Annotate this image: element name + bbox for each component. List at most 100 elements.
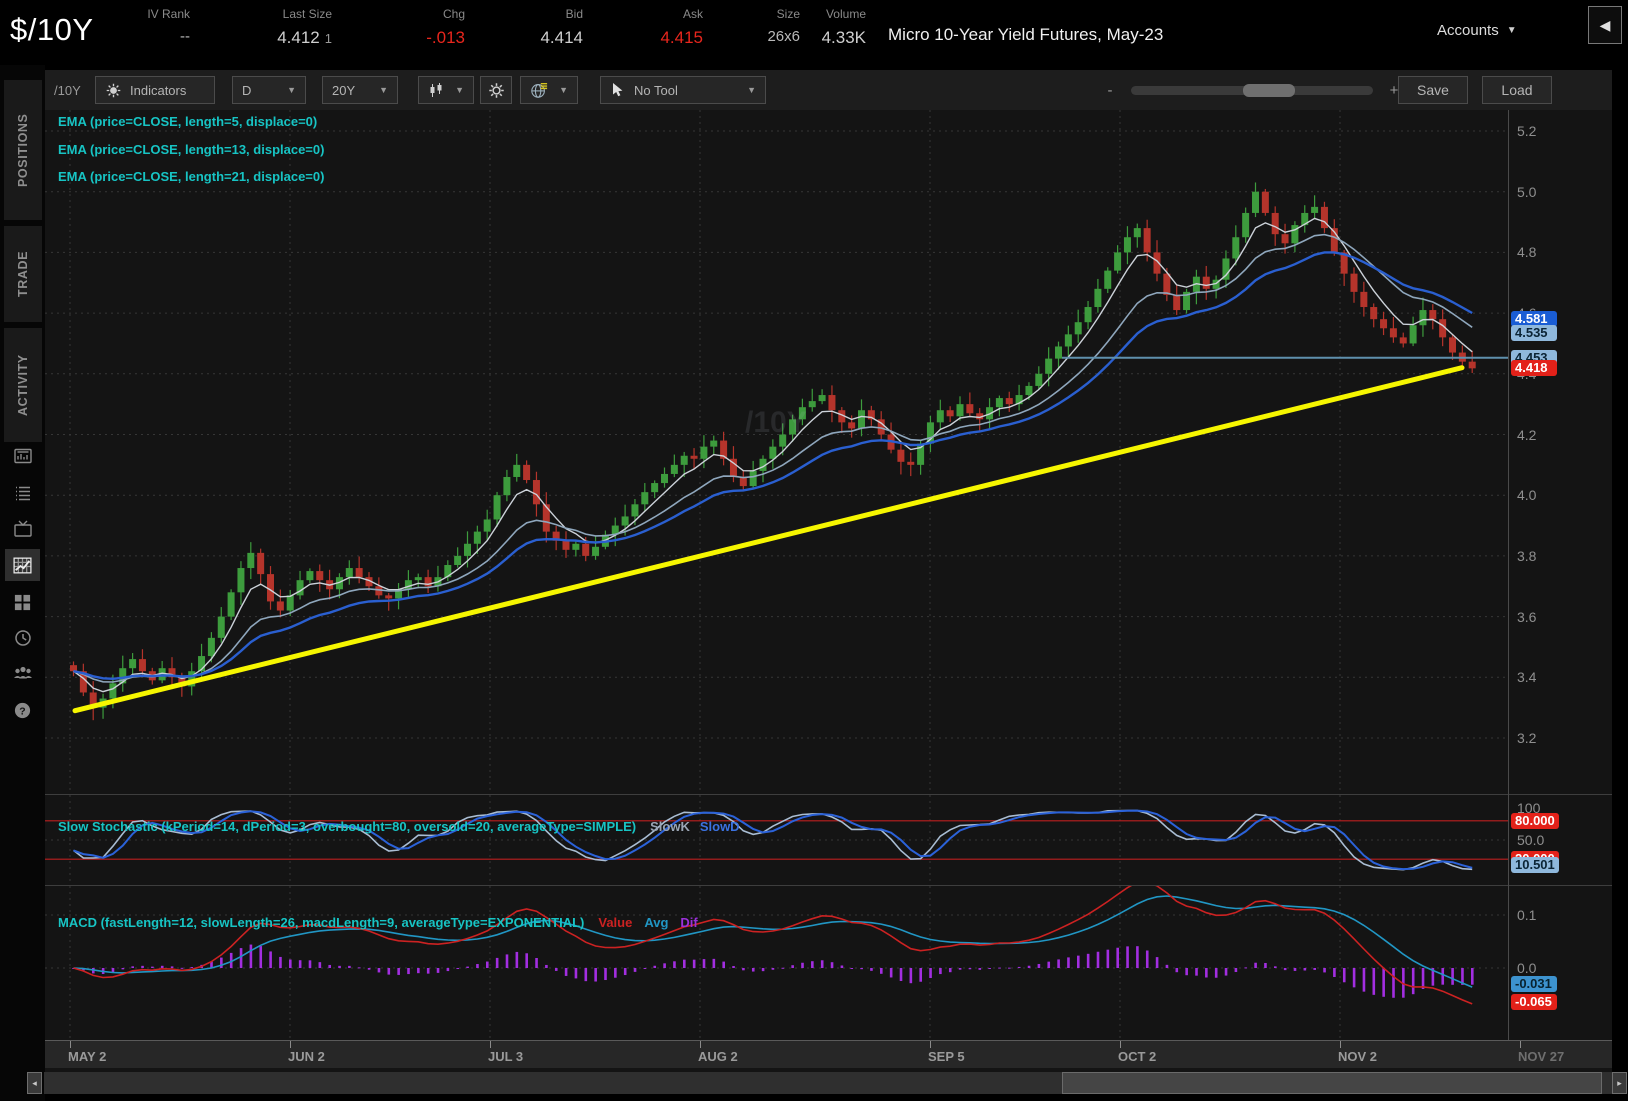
study-label-ema21[interactable]: EMA (price=CLOSE, length=21, displace=0) [58, 169, 325, 184]
time-tick-label: AUG 2 [698, 1049, 738, 1064]
stochastic-study-label[interactable]: Slow Stochastic (kPeriod=14, dPeriod=3, … [58, 819, 740, 834]
chevron-down-icon: ▼ [379, 85, 388, 95]
field-chg: Chg -.013 [426, 7, 465, 47]
study-label-ema13[interactable]: EMA (price=CLOSE, length=13, displace=0) [58, 142, 325, 157]
panel-separator[interactable] [45, 794, 1612, 795]
price-tick-label: 4.8 [1517, 244, 1537, 261]
legend-avg: Avg [644, 915, 669, 930]
price-axis-separator [1508, 110, 1509, 1040]
legend-slowk: SlowK [650, 819, 690, 834]
legend-dif: Dif [680, 915, 698, 930]
stochastic-panel[interactable] [45, 795, 1508, 884]
symbol-watermark: /10Y [745, 406, 807, 439]
chevron-down-icon: ▼ [559, 85, 568, 95]
indicators-icon [106, 83, 121, 97]
chevron-down-icon: ▼ [287, 85, 296, 95]
time-tick-mark [290, 1041, 291, 1048]
quote-fields: IV Rank -- Last Size 4.412 1 Chg -.013 Bi… [128, 7, 866, 48]
stoch-axis-bubble: 10.501 [1511, 857, 1559, 874]
legend-slowd: SlowD [699, 819, 740, 834]
time-tick-label: SEP 5 [928, 1049, 965, 1064]
sidebar-tab-trade[interactable]: TRADE [4, 226, 42, 322]
indicators-button[interactable]: Indicators [95, 76, 215, 104]
tv-icon-glyph [13, 520, 32, 537]
help-icon[interactable]: ? [5, 694, 40, 726]
instrument-title: Micro 10-Year Yield Futures, May-23 [888, 25, 1164, 44]
sidebar-tab-positions[interactable]: POSITIONS [4, 80, 42, 220]
chart-area: EMA (price=CLOSE, length=5, displace=0) … [45, 110, 1612, 1072]
time-tick-label: MAY 2 [68, 1049, 107, 1064]
time-tick-label: NOV 27 [1518, 1049, 1565, 1064]
chart-type-dropdown[interactable]: ▼ [418, 76, 474, 104]
field-bid: Bid 4.414 [540, 7, 583, 47]
time-tick-mark [1120, 1041, 1121, 1048]
price-tick-label: 4.0 [1517, 487, 1537, 504]
settings-button[interactable] [480, 76, 512, 104]
time-tick-label: JUN 2 [288, 1049, 325, 1064]
list-icon[interactable] [5, 477, 40, 509]
price-tick-label: 3.4 [1517, 669, 1537, 686]
quote-header: $/10Y IV Rank -- Last Size 4.412 1 Chg -.… [0, 0, 1628, 65]
panel-separator[interactable] [45, 885, 1612, 886]
chart-toolbar: /10Y Indicators D ▼ 20Y ▼ ▼ [45, 70, 1612, 110]
price-tick-label: 5.0 [1517, 183, 1537, 200]
collapse-panel-button[interactable]: ◀ [1588, 6, 1622, 44]
community-icon[interactable] [5, 657, 40, 689]
scroll-left-button[interactable]: ◂ [27, 1072, 42, 1094]
watchlist-icon[interactable] [5, 440, 40, 472]
scrollbar-thumb[interactable] [1062, 1072, 1602, 1094]
macd-tick-label: 0.1 [1517, 907, 1537, 923]
main-price-chart[interactable] [45, 110, 1508, 793]
chevron-down-icon: ▼ [455, 85, 464, 95]
tv-icon[interactable] [5, 513, 40, 545]
time-tick-mark [700, 1041, 701, 1048]
time-axis[interactable]: MAY 2 JUN 2 JUL 3 AUG 2 SEP 5 OCT 2 NOV 2 NOV 2… [45, 1040, 1612, 1068]
time-tick-label: OCT 2 [1118, 1049, 1157, 1064]
grid-icon-glyph [14, 594, 31, 610]
price-axis-bubble: 4.581 [1511, 310, 1557, 327]
price-tick-label: 3.6 [1517, 608, 1537, 625]
macd-panel[interactable] [45, 886, 1508, 1038]
macd-axis-bubble: -0.031 [1511, 976, 1557, 993]
macd-axis-bubble: -0.065 [1511, 994, 1557, 1011]
save-button[interactable]: Save [1398, 76, 1468, 104]
macd-tick-label: 0.0 [1517, 960, 1537, 976]
stoch-axis-bubble: 80.000 [1511, 812, 1559, 829]
stoch-tick-label: 100 [1517, 800, 1541, 816]
accounts-menu[interactable]: Accounts ▼ [1437, 22, 1517, 39]
load-button[interactable]: Load [1482, 76, 1552, 104]
zoom-slider-thumb[interactable] [1243, 83, 1295, 97]
grid-icon[interactable] [5, 586, 40, 618]
price-tick-label: 3.2 [1517, 730, 1537, 746]
charts-icon-glyph [13, 557, 32, 573]
left-sidebar: POSITIONS TRADE ACTIVITY [0, 65, 45, 1101]
scroll-right-button[interactable]: ▸ [1612, 1072, 1627, 1094]
zoom-slider[interactable] [1131, 83, 1373, 97]
time-tick-mark [70, 1041, 71, 1048]
chart-scrollbar: ◂ ▸ [0, 1072, 1628, 1094]
field-volume: Volume 4.33K [821, 7, 866, 47]
drawing-set-dropdown[interactable]: ▼ [520, 76, 578, 104]
zoom-out-button[interactable]: - [1107, 81, 1113, 99]
field-last-size: Last Size 4.412 1 [277, 7, 332, 47]
symbol-title: $/10Y [10, 12, 94, 47]
macd-study-label[interactable]: MACD (fastLength=12, slowLength=26, macd… [58, 915, 698, 930]
range-dropdown[interactable]: 20Y ▼ [322, 76, 398, 104]
price-tick-label: 3.8 [1517, 547, 1537, 564]
study-label-ema5[interactable]: EMA (price=CLOSE, length=5, displace=0) [58, 114, 318, 129]
price-tick-label: 4.2 [1517, 426, 1537, 443]
time-tick-mark [1340, 1041, 1341, 1048]
charts-icon[interactable] [5, 549, 40, 581]
cursor-icon [613, 83, 623, 97]
sidebar-tab-activity[interactable]: ACTIVITY [4, 328, 42, 442]
active-tool-dropdown[interactable]: No Tool ▼ [600, 76, 766, 104]
time-tick-label: NOV 2 [1338, 1049, 1378, 1064]
history-clock-icon[interactable] [5, 622, 40, 654]
toolbar-symbol-label: /10Y [54, 83, 81, 98]
price-tick-label: 5.2 [1517, 123, 1537, 139]
legend-value: Value [598, 915, 633, 930]
zoom-in-button[interactable]: + [1389, 81, 1399, 99]
timeframe-dropdown[interactable]: D ▼ [232, 76, 306, 104]
help-icon-glyph: ? [14, 702, 31, 718]
